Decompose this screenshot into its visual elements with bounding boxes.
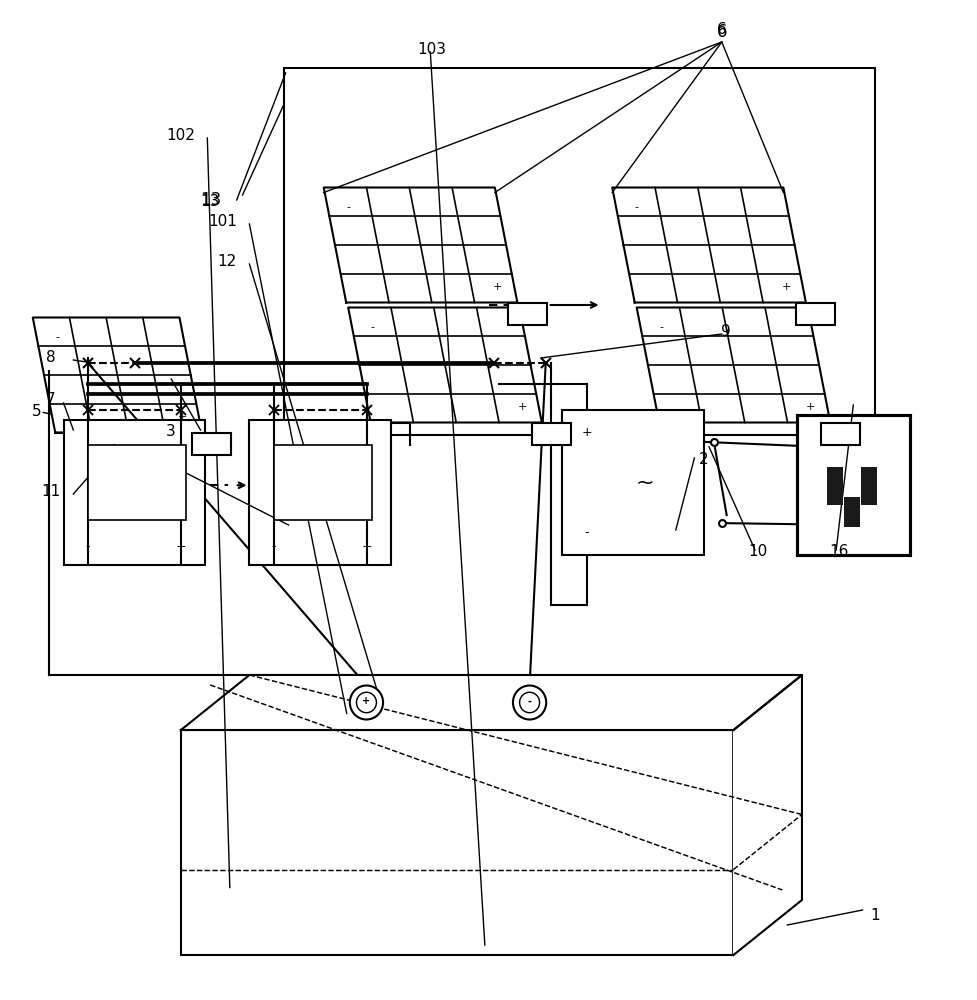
Bar — [249, 420, 391, 565]
Bar — [796, 415, 909, 555]
Text: +: + — [781, 282, 790, 292]
Bar — [795, 302, 834, 324]
Bar — [283, 68, 874, 435]
Polygon shape — [733, 675, 801, 955]
Polygon shape — [181, 675, 801, 730]
Text: +: + — [492, 282, 502, 292]
Text: +: + — [517, 402, 527, 412]
Text: -: - — [346, 202, 350, 213]
Text: 6: 6 — [716, 22, 726, 37]
Circle shape — [350, 686, 383, 720]
Text: 2: 2 — [699, 452, 708, 468]
Text: -: - — [527, 696, 531, 706]
Text: 12: 12 — [217, 254, 236, 269]
Text: 4: 4 — [107, 444, 117, 460]
Bar — [820, 422, 859, 444]
Bar — [64, 420, 205, 565]
Text: +: + — [178, 412, 187, 422]
Text: +: + — [581, 426, 591, 438]
Bar — [181, 730, 733, 955]
Text: +: + — [805, 402, 815, 412]
Circle shape — [357, 692, 376, 713]
Bar — [843, 497, 859, 527]
Text: -: - — [370, 322, 374, 332]
Bar — [861, 467, 876, 505]
Text: 11: 11 — [41, 485, 61, 499]
Text: 103: 103 — [417, 42, 446, 57]
Bar — [191, 432, 232, 454]
Text: +: + — [361, 540, 371, 554]
Text: 101: 101 — [208, 215, 237, 230]
Text: -: - — [584, 526, 588, 540]
Text: -: - — [272, 540, 276, 554]
Text: +: + — [362, 696, 370, 706]
Text: 13: 13 — [199, 191, 221, 209]
Text: 7: 7 — [46, 392, 56, 408]
Circle shape — [519, 692, 539, 713]
Bar — [274, 445, 371, 520]
Text: 8: 8 — [46, 351, 56, 365]
Text: -: - — [86, 540, 90, 554]
Text: -: - — [55, 332, 60, 342]
Text: 6: 6 — [716, 23, 726, 41]
Bar — [827, 467, 842, 505]
Text: 9: 9 — [720, 324, 730, 340]
Text: -: - — [634, 202, 638, 213]
Text: ~: ~ — [635, 473, 654, 492]
Text: 10: 10 — [747, 544, 767, 560]
Text: 3: 3 — [166, 424, 176, 440]
Text: -: - — [658, 322, 662, 332]
Text: 5: 5 — [32, 404, 42, 420]
Circle shape — [512, 686, 545, 720]
Bar — [88, 445, 186, 520]
Bar — [562, 410, 703, 555]
Text: 102: 102 — [166, 127, 195, 142]
Bar — [507, 302, 546, 324]
Text: 1: 1 — [870, 908, 879, 922]
Text: +: + — [176, 540, 186, 554]
Bar — [531, 422, 571, 444]
Text: 16: 16 — [828, 544, 848, 560]
Text: 13: 13 — [200, 194, 220, 210]
